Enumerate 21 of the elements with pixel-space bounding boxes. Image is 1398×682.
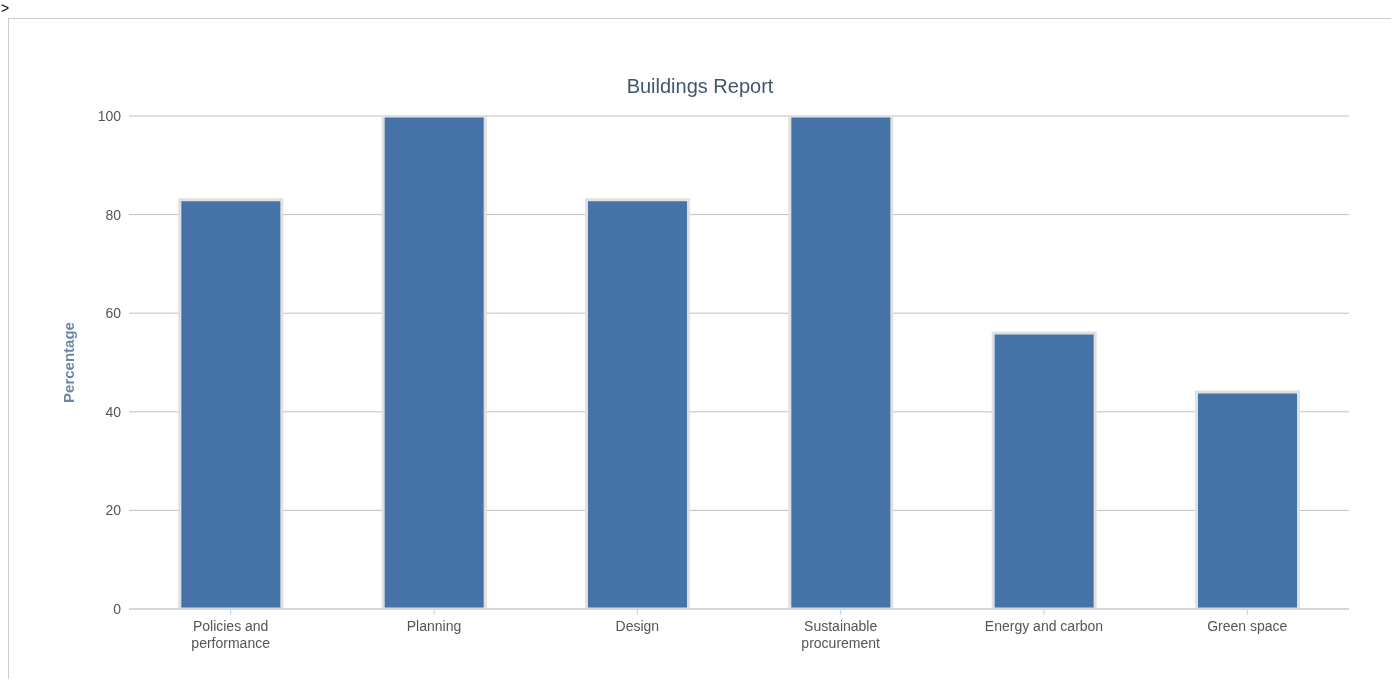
- bar: [991, 331, 1097, 609]
- y-tick-label: 100: [97, 107, 122, 124]
- y-tick-label: 60: [105, 305, 122, 322]
- bar: [585, 198, 690, 609]
- chart-title: Buildings Report: [625, 75, 775, 98]
- y-tick-label: 40: [105, 403, 122, 420]
- x-tick-label: Planning: [406, 618, 462, 634]
- x-tick-label: Green space: [1207, 618, 1288, 634]
- bar: [381, 116, 487, 609]
- y-tick-label: 0: [113, 600, 122, 617]
- x-tick-label: Sustainable procurement: [801, 618, 881, 651]
- bar: [178, 198, 284, 609]
- bar: [788, 116, 894, 609]
- text: >: [1, 0, 10, 16]
- y-tick-label: 80: [105, 206, 122, 223]
- bar: [1195, 390, 1300, 609]
- y-tick-label: 20: [105, 502, 122, 519]
- y-axis-title: Percentage: [60, 322, 78, 403]
- x-tick-label: Policies and performance: [191, 618, 271, 651]
- x-tick-label: Energy and carbon: [984, 618, 1104, 634]
- x-tick-label: Design: [615, 618, 660, 634]
